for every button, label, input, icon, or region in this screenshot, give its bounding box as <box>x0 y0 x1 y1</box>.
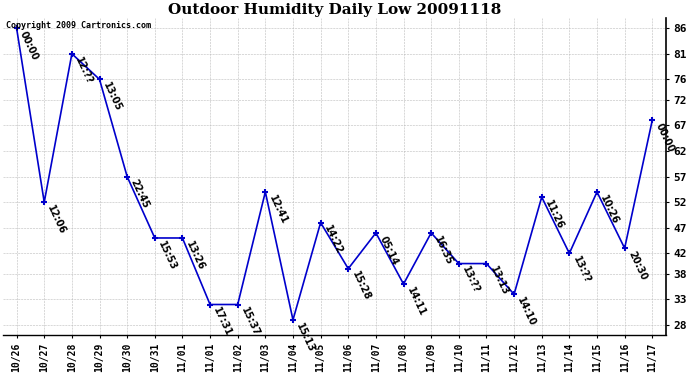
Text: 12:06: 12:06 <box>46 204 68 236</box>
Text: 13:05: 13:05 <box>101 81 123 113</box>
Text: 17:31: 17:31 <box>211 306 234 338</box>
Text: 15:13: 15:13 <box>295 321 317 354</box>
Text: 14:10: 14:10 <box>515 296 538 328</box>
Text: 15:53: 15:53 <box>156 239 178 272</box>
Text: 14:22: 14:22 <box>322 224 344 256</box>
Text: 20:30: 20:30 <box>626 250 648 282</box>
Text: 05:14: 05:14 <box>377 234 400 267</box>
Text: 13:??: 13:?? <box>460 265 482 295</box>
Text: 16:35: 16:35 <box>433 234 455 267</box>
Text: 12:??: 12:?? <box>73 55 95 86</box>
Text: 14:11: 14:11 <box>405 285 427 318</box>
Text: Copyright 2009 Cartronics.com: Copyright 2009 Cartronics.com <box>6 21 151 30</box>
Text: 10:26: 10:26 <box>598 194 620 226</box>
Text: 15:28: 15:28 <box>350 270 372 303</box>
Text: 00:00: 00:00 <box>653 122 676 154</box>
Title: Outdoor Humidity Daily Low 20091118: Outdoor Humidity Daily Low 20091118 <box>168 3 501 17</box>
Text: 13:??: 13:?? <box>571 255 592 285</box>
Text: 13:13: 13:13 <box>488 265 510 297</box>
Text: 00:00: 00:00 <box>18 30 40 62</box>
Text: 11:26: 11:26 <box>543 198 565 231</box>
Text: 22:45: 22:45 <box>128 178 150 210</box>
Text: 15:37: 15:37 <box>239 306 262 338</box>
Text: 13:26: 13:26 <box>184 239 206 272</box>
Text: 12:41: 12:41 <box>267 194 289 226</box>
